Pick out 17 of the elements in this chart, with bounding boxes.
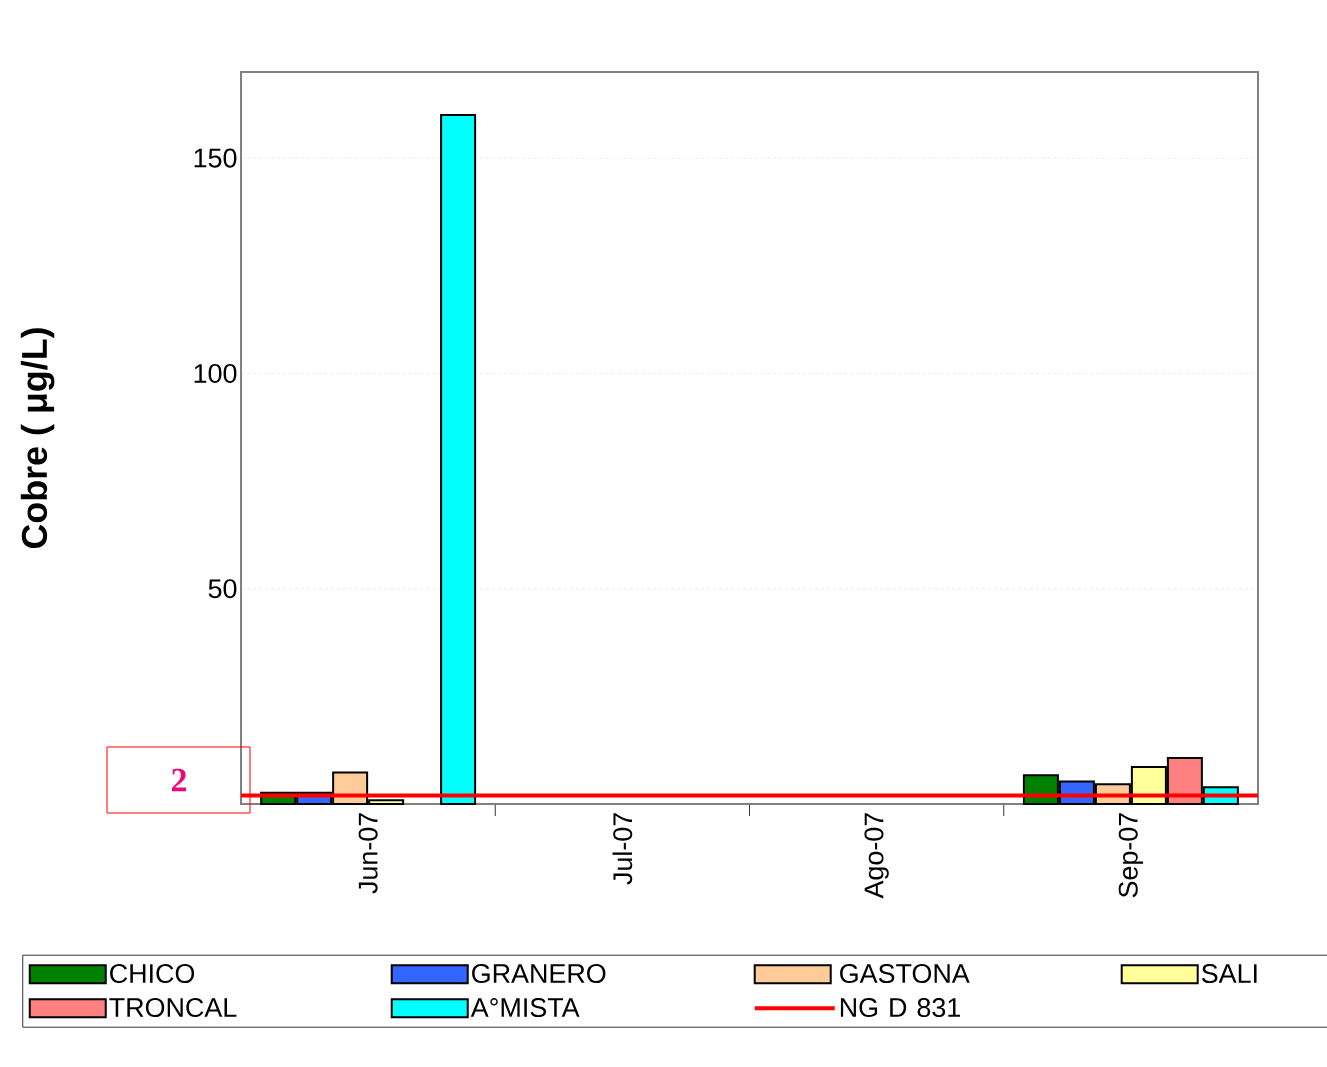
legend-label: GRANERO [472,964,606,984]
legend-label: A°MISTA [470,998,580,1018]
y-tick-label: 50 [208,579,237,599]
x-tick-label: Ago-07 [864,813,889,899]
y-tick-label: 100 [194,363,237,383]
legend-label: NG D 831 [840,998,960,1018]
text: 2 [171,768,187,792]
legend-label: TRONCAL [109,998,237,1018]
y-axis-title: Cobre ( μg/L) [20,328,55,549]
legend-label: GASTONA [840,964,970,984]
x-tick-label: Sep-07 [1118,813,1144,898]
y-tick-label: 150 [194,148,237,168]
legend-label: CHICO [110,964,195,984]
x-tick-label: Jul-07 [612,813,633,885]
bar [440,114,477,805]
x-tick-label: Jun-07 [358,813,378,894]
legend-label: SALI [1201,964,1257,984]
